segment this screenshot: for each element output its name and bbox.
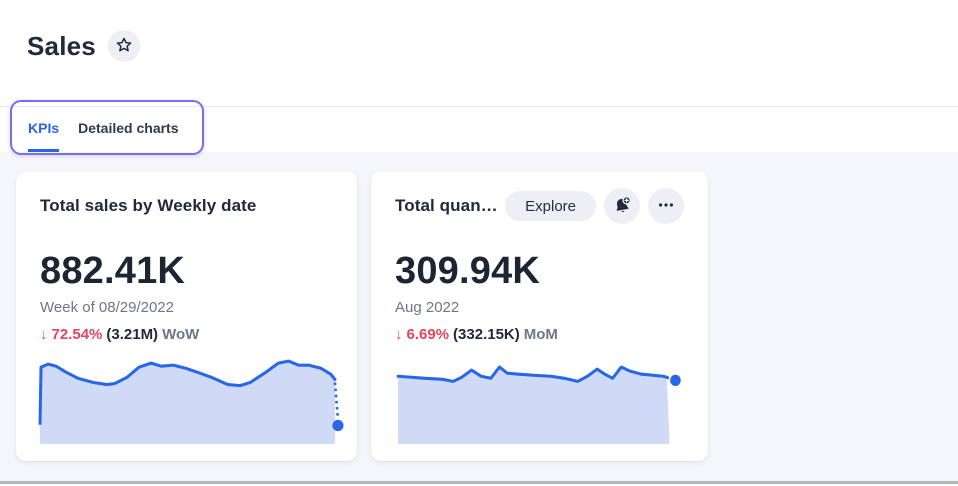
dashboard-content: Total sales by Weekly date 882.41K Week … [0, 152, 958, 482]
explore-button[interactable]: Explore [505, 191, 596, 222]
sparkline-last-point-dot [670, 374, 681, 387]
sparkline-svg [38, 359, 344, 444]
tab-kpis[interactable]: KPIs [28, 119, 60, 153]
favorite-button[interactable] [107, 30, 140, 62]
sparkline-svg [396, 365, 681, 444]
sparkline-chart [396, 365, 688, 448]
change-absolute: (3.21M) [106, 325, 159, 343]
ellipsis-icon [656, 195, 676, 218]
sparkline-line [396, 365, 669, 383]
page-title: Sales [27, 31, 96, 61]
card-actions: Explore [505, 188, 684, 225]
change-absolute: (332.15K) [453, 325, 520, 343]
kpi-value: 882.41K [40, 250, 186, 293]
card-header: Total quan… Explore [395, 188, 684, 225]
tab-detailed-charts[interactable]: Detailed charts [78, 119, 179, 136]
more-options-button[interactable] [648, 188, 684, 225]
change-percent: 6.69% [406, 325, 450, 343]
card-title: Total quan… [395, 196, 498, 216]
kpi-change: ↓ 6.69% (332.15K) MoM [395, 326, 684, 343]
card-header: Total sales by Weekly date [40, 188, 333, 224]
sparkline-chart [38, 358, 344, 450]
kpi-card-total-quantity[interactable]: Total quan… Explore [371, 172, 708, 462]
kpi-period: Aug 2022 [395, 298, 460, 316]
kpi-change: ↓ 72.54% (3.21M) WoW [40, 326, 333, 343]
star-icon [115, 36, 133, 57]
alert-button[interactable] [604, 188, 640, 225]
sparkline-area-fill [40, 361, 335, 444]
kpi-card-total-sales[interactable]: Total sales by Weekly date 882.41K Week … [16, 172, 357, 462]
page-header: Sales [0, 0, 958, 107]
card-title: Total sales by Weekly date [40, 196, 257, 216]
sparkline-projection-dashed [333, 382, 340, 420]
change-comparison: WoW [162, 325, 200, 343]
kpi-period: Week of 08/29/2022 [40, 298, 174, 316]
change-comparison: MoM [523, 325, 558, 343]
sparkline-last-point-dot [332, 419, 344, 432]
window-bottom-edge [0, 481, 958, 486]
kpi-value: 309.94K [395, 250, 541, 293]
change-percent: 72.54% [51, 325, 103, 343]
sparkline-area-fill [398, 367, 670, 444]
tab-bar: KPIs Detailed charts [0, 99, 958, 155]
down-arrow-icon: ↓ [40, 325, 48, 343]
sparkline-line [38, 359, 337, 426]
down-arrow-icon: ↓ [395, 325, 403, 343]
bell-plus-icon [612, 195, 632, 218]
